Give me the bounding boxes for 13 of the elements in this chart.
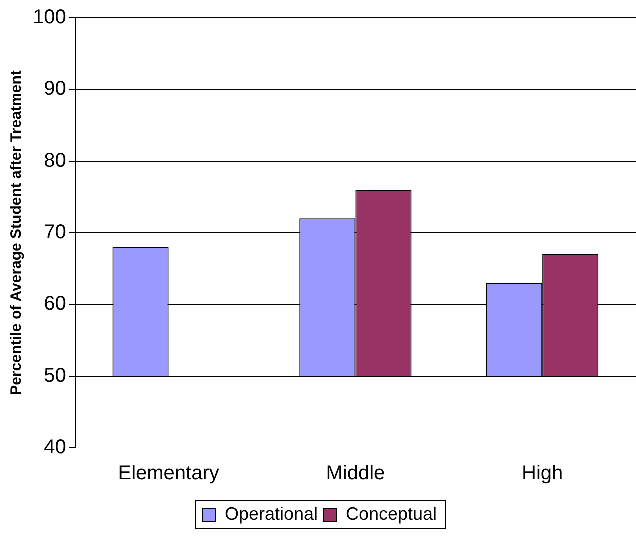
- y-tick-label: 60: [44, 293, 66, 316]
- y-tick-label: 70: [44, 222, 66, 244]
- y-tick-label: 80: [44, 150, 66, 172]
- y-tick-label: 50: [44, 364, 66, 387]
- y-tick-label: 40: [44, 436, 66, 459]
- x-tick-label: Elementary: [118, 462, 220, 485]
- y-axis-title: Percentile of Average Student after Treatment: [8, 70, 26, 396]
- x-tick-label: Middle: [326, 462, 386, 485]
- y-tick-label: 100: [32, 6, 66, 29]
- x-tick-label: High: [522, 462, 564, 485]
- legend-label: Conceptual: [346, 504, 438, 524]
- y-tick-label: 90: [44, 78, 66, 100]
- legend-label: Operational: [224, 504, 318, 524]
